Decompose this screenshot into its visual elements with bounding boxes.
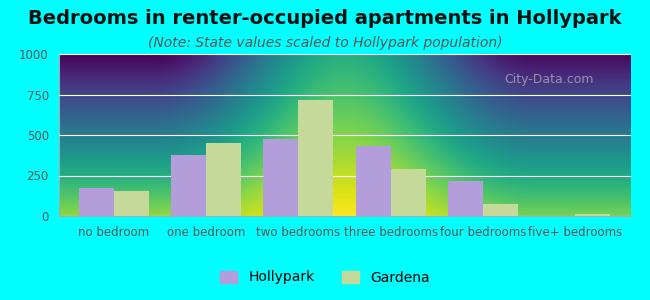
Bar — [298, 100, 333, 216]
Bar — [448, 181, 483, 216]
Text: City-Data.com: City-Data.com — [504, 74, 594, 86]
Text: (Note: State values scaled to Hollypark population): (Note: State values scaled to Hollypark … — [148, 36, 502, 50]
Bar — [171, 155, 206, 216]
Bar — [79, 188, 114, 216]
Bar — [206, 143, 241, 216]
Bar — [575, 214, 610, 216]
Bar — [263, 139, 298, 216]
Legend: Hollypark, Gardena: Hollypark, Gardena — [215, 265, 435, 290]
Bar — [391, 169, 426, 216]
Bar — [356, 146, 391, 216]
Bar — [114, 191, 149, 216]
Text: Bedrooms in renter-occupied apartments in Hollypark: Bedrooms in renter-occupied apartments i… — [28, 9, 622, 28]
Bar — [483, 204, 518, 216]
